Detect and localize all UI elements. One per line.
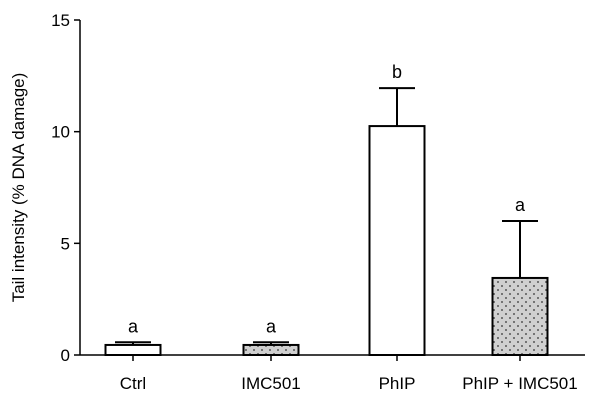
y-axis-title: Tail intensity (% DNA damage) [9, 73, 28, 303]
significance-letter: b [392, 62, 402, 82]
y-tick-label: 15 [51, 11, 70, 30]
x-tick-label: PhIP + IMC501 [462, 374, 577, 393]
bar-phip [368, 125, 426, 357]
bar-imc501 [242, 343, 300, 357]
y-tick-label: 10 [51, 123, 70, 142]
x-tick-label: PhIP [379, 374, 416, 393]
y-tick-label: 5 [61, 234, 70, 253]
bar-ctrl [104, 343, 162, 357]
y-tick-label: 0 [61, 346, 70, 365]
plot-area: 0 5 10 15 Ctrl a IMC501 a PhIP b PhIP + IMC501 a [51, 11, 585, 393]
significance-letter: a [128, 316, 139, 336]
significance-letter: a [266, 316, 277, 336]
x-tick-label: Ctrl [120, 374, 146, 393]
significance-letter: a [515, 195, 526, 215]
bar-phip-imc501 [491, 276, 549, 357]
x-tick-label: IMC501 [241, 374, 301, 393]
